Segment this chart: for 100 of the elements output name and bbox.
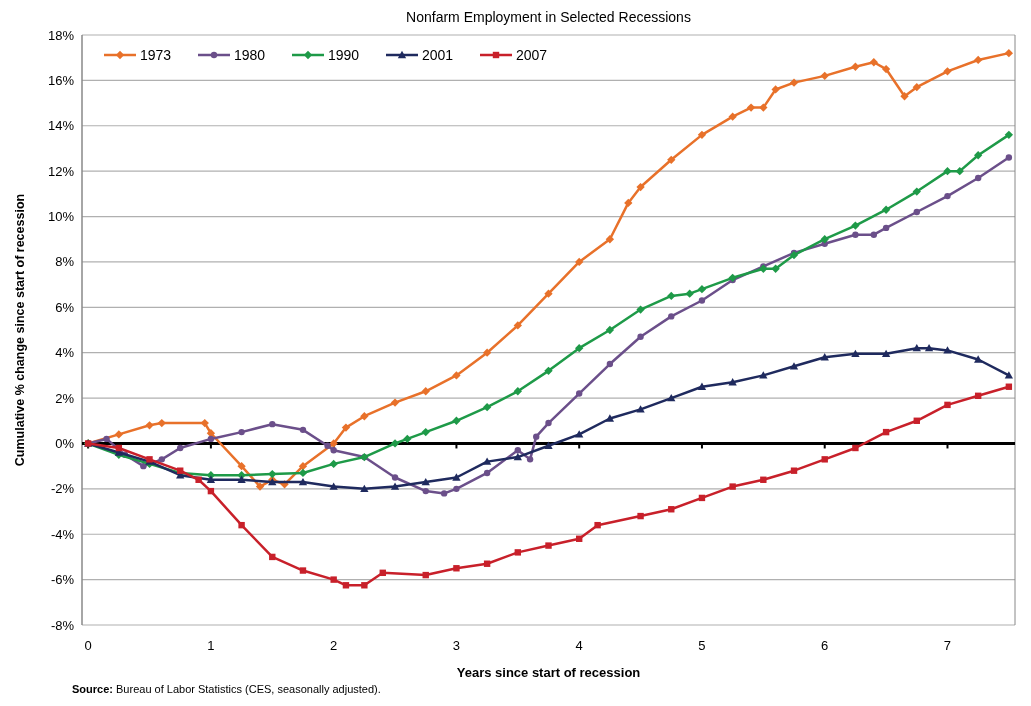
point	[729, 483, 736, 490]
point	[820, 235, 829, 244]
point	[440, 490, 448, 497]
point	[360, 484, 369, 493]
point	[482, 402, 492, 412]
x-tick-label: 3	[452, 638, 461, 653]
point	[103, 435, 110, 443]
point	[238, 521, 245, 529]
y-axis-title: Cumulative % change since start of recession	[13, 193, 27, 467]
point	[330, 447, 337, 454]
point	[869, 58, 878, 67]
point	[421, 427, 430, 437]
point	[544, 366, 553, 376]
point	[636, 182, 645, 192]
point	[452, 371, 461, 380]
point	[421, 387, 430, 396]
point	[685, 289, 694, 298]
point	[870, 231, 878, 238]
y-tick-label: 14%	[47, 118, 75, 134]
point	[974, 355, 983, 363]
point	[482, 457, 492, 465]
point	[852, 444, 859, 452]
point	[746, 103, 756, 112]
point	[852, 231, 859, 238]
point	[361, 582, 368, 589]
point	[943, 67, 952, 76]
y-tick-label: -6%	[50, 572, 75, 588]
point	[821, 456, 828, 463]
y-tick-label: -8%	[50, 617, 75, 633]
point	[667, 291, 676, 301]
point	[605, 325, 615, 335]
x-tick-label: 5	[698, 638, 706, 653]
point	[145, 421, 154, 430]
point	[944, 192, 951, 200]
point	[158, 456, 165, 463]
point	[390, 398, 400, 407]
point	[913, 208, 920, 216]
y-tick-label: 12%	[47, 163, 75, 179]
point	[575, 257, 584, 267]
source-note: Source: Bureau of Labor Statistics (CES, seasonally adjusted).	[72, 683, 381, 695]
point	[851, 221, 860, 230]
point	[207, 435, 215, 443]
point	[391, 474, 399, 481]
point	[668, 313, 675, 320]
legend-label: 2001	[422, 47, 454, 63]
point	[544, 441, 553, 449]
point	[514, 447, 522, 454]
point	[200, 418, 209, 428]
point	[912, 187, 921, 196]
point	[177, 444, 184, 452]
point	[789, 362, 799, 370]
point	[514, 549, 522, 556]
point	[482, 348, 492, 357]
x-axis-title: Years since start of recession	[456, 665, 641, 680]
point	[697, 130, 707, 140]
point	[636, 305, 645, 314]
y-tick-label: 2%	[55, 390, 75, 406]
point	[268, 469, 277, 479]
y-tick-label: 4%	[55, 345, 75, 361]
point	[771, 264, 780, 273]
point	[912, 343, 921, 352]
point	[513, 452, 522, 461]
point	[526, 456, 534, 463]
point	[114, 430, 123, 439]
point	[1004, 130, 1014, 140]
point	[299, 567, 307, 574]
y-tick-label: 6%	[55, 299, 75, 315]
x-tick-label: 7	[943, 638, 952, 653]
x-tick-label: 1	[207, 638, 215, 653]
point	[298, 461, 308, 471]
point	[545, 419, 552, 427]
point	[605, 235, 615, 244]
point	[760, 476, 767, 483]
point	[881, 205, 891, 214]
point	[698, 297, 706, 304]
point	[974, 55, 983, 65]
point	[771, 85, 780, 94]
chart-title: Nonfarm Employment in Selected Recessions	[406, 9, 691, 25]
point	[697, 382, 707, 390]
point	[637, 333, 644, 341]
point	[820, 71, 829, 81]
y-tick-label: 8%	[55, 254, 75, 270]
point	[453, 485, 460, 493]
point	[390, 482, 400, 490]
y-tick-label: 10%	[47, 209, 75, 225]
point	[1005, 154, 1013, 161]
point	[545, 542, 552, 549]
point	[513, 321, 522, 330]
point	[789, 78, 799, 87]
legend-label: 1990	[328, 47, 360, 63]
point	[594, 521, 601, 529]
point	[453, 565, 460, 572]
point	[1004, 48, 1014, 58]
point	[667, 393, 676, 402]
legend-label: 2007	[516, 47, 548, 63]
point	[728, 112, 737, 121]
point	[943, 346, 952, 354]
legend-label: 1980	[234, 47, 266, 63]
point	[513, 387, 522, 396]
point	[341, 423, 351, 432]
